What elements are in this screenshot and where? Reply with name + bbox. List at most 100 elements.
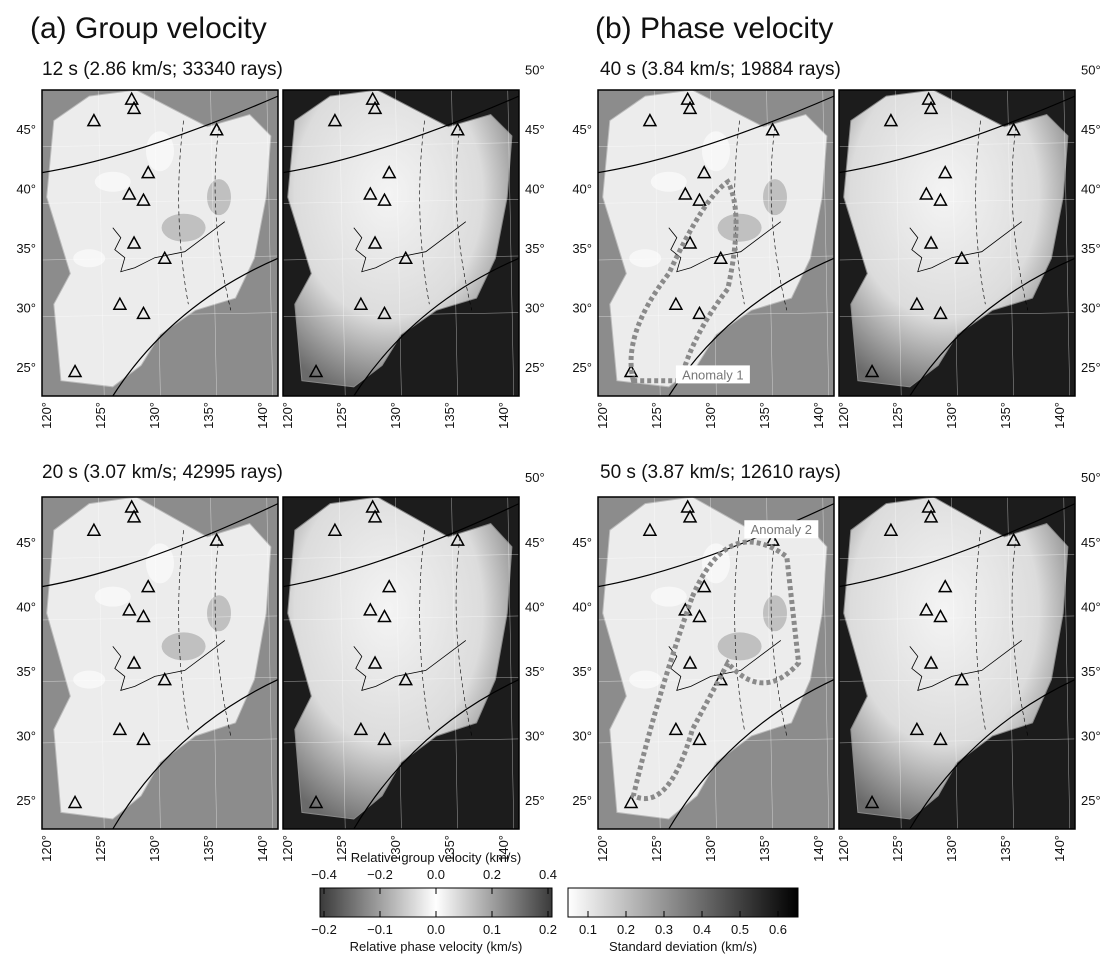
graticule <box>507 496 515 830</box>
lat-tick-label: 50° <box>525 63 545 78</box>
lon-tick-label: 120° <box>595 835 610 862</box>
graticule <box>282 255 520 261</box>
lat-tick-label: 35° <box>572 664 592 679</box>
lat-tick-label: 45° <box>572 535 592 550</box>
panel-label: 20 s (3.07 km/s; 42995 rays) <box>42 462 283 483</box>
map-frame <box>597 89 835 397</box>
lat-tick-label: 40° <box>525 182 545 197</box>
velocity-patch <box>73 670 106 689</box>
colorbar-tick-label: 0.1 <box>483 922 501 937</box>
colorbar-label: Standard deviation (km/s) <box>609 939 757 954</box>
lon-tick-label: 130° <box>703 402 718 429</box>
graticule <box>766 89 773 397</box>
slab-contour <box>419 530 430 730</box>
velocity-patch <box>717 632 762 661</box>
coastline <box>668 221 782 273</box>
annotation-box <box>744 520 819 539</box>
colorbar-tick-label: 0.2 <box>617 922 635 937</box>
velocity-patch <box>207 179 231 216</box>
station <box>919 186 934 200</box>
lon-tick-label: 135° <box>998 402 1013 429</box>
station <box>692 731 707 746</box>
station <box>124 499 139 513</box>
colorbars: Relative group velocity (km/s) Relative … <box>311 850 799 954</box>
plate-boundary <box>597 503 835 588</box>
station <box>126 100 142 115</box>
graticule <box>597 677 835 682</box>
station <box>140 165 156 179</box>
lat-tick-label: 25° <box>525 793 545 808</box>
station <box>136 608 151 623</box>
velocity-patch <box>207 595 231 632</box>
graticule <box>894 89 902 397</box>
station <box>933 305 948 320</box>
colorbar-tick-label: 0.4 <box>693 922 711 937</box>
velocity-patch <box>73 249 106 268</box>
graticule <box>894 496 902 830</box>
graticule <box>838 615 1076 621</box>
lat-tick-label: 35° <box>525 241 545 256</box>
slab-contour <box>214 536 232 737</box>
station <box>933 192 948 206</box>
graticule <box>41 738 279 744</box>
lat-tick-label: 25° <box>525 360 545 375</box>
lat-tick-label: 25° <box>16 360 36 375</box>
lat-tick-label: 45° <box>16 122 36 137</box>
graticule <box>507 89 515 397</box>
station <box>921 499 936 513</box>
station <box>678 186 693 200</box>
lon-tick-label: 140° <box>496 835 511 862</box>
graticule <box>451 89 458 397</box>
velocity-patch <box>702 131 730 172</box>
lat-tick-label: 45° <box>525 122 545 137</box>
colorbar-tick-label: −0.2 <box>367 867 393 882</box>
graticule <box>266 89 274 397</box>
lon-tick-label: 125° <box>890 402 905 429</box>
lon-tick-label: 140° <box>496 402 511 429</box>
lon-tick-label: 120° <box>836 402 851 429</box>
velocity-patch <box>161 632 206 661</box>
station <box>919 602 934 616</box>
lat-tick-label: 25° <box>1081 360 1101 375</box>
plate-boundary <box>41 503 279 588</box>
lat-tick-label: 50° <box>1081 470 1101 485</box>
map-panel: 120° 125° 130° 135° 140° 25° 30° 35° 40° 45° 50° <box>280 470 545 862</box>
station <box>398 672 413 686</box>
lon-tick-label: 130° <box>944 402 959 429</box>
map-panel: 120° 125° 130° 135° 140° 25° 30° 35° 40° 45° 50° <box>836 63 1101 429</box>
graticule <box>597 554 835 559</box>
lon-tick-label: 135° <box>442 402 457 429</box>
graticule <box>838 677 1076 682</box>
graticule <box>597 142 835 147</box>
station <box>623 794 639 809</box>
column-title: (a) Group velocity <box>30 12 267 45</box>
lat-tick-label: 40° <box>1081 182 1101 197</box>
station <box>954 250 969 265</box>
lat-tick-label: 25° <box>1081 793 1101 808</box>
map-panel: 120° 125° 130° 135° 140° 25° 30° 35° 40° 45° Anoma… <box>572 496 835 862</box>
station <box>367 509 383 523</box>
map-panel: 120° 125° 130° 135° 140° 25° 30° 35° 40° 45° <box>16 496 279 862</box>
velocity-patch <box>650 171 687 192</box>
panel-label: 50 s (3.87 km/s; 12610 rays) <box>600 462 841 483</box>
slab-contour <box>178 530 189 730</box>
lon-tick-label: 140° <box>255 835 270 862</box>
station <box>136 192 151 206</box>
station <box>642 522 658 536</box>
coastline <box>668 640 782 691</box>
station <box>126 235 142 249</box>
graticule <box>838 738 1076 744</box>
plate-boundary <box>353 257 520 397</box>
graticule <box>710 89 717 397</box>
graticule <box>282 199 520 204</box>
slab-contour <box>1011 126 1029 311</box>
graticule <box>282 738 520 744</box>
graticule <box>41 312 279 317</box>
station <box>112 296 128 310</box>
plate-boundary <box>353 679 520 830</box>
plate-boundary <box>838 95 1076 174</box>
graticule <box>97 496 105 830</box>
lon-tick-label: 130° <box>147 402 162 429</box>
station <box>696 165 712 179</box>
lat-tick-label: 45° <box>1081 535 1101 550</box>
